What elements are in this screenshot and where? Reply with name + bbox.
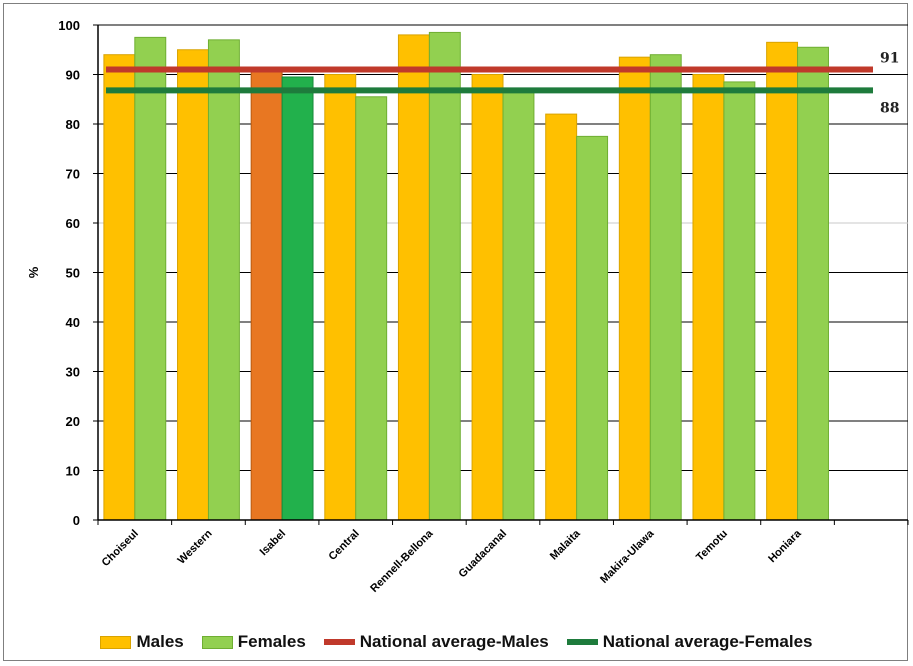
bar-females-isabel (281, 76, 314, 521)
y-tick-label-70: 70 (66, 167, 80, 182)
y-tick-label-0: 0 (73, 513, 80, 528)
x-tick-label-temotu: Temotu (694, 528, 730, 564)
legend-label-national-average-females: National average-Females (602, 632, 813, 651)
bar-males-choiseul (103, 54, 136, 521)
x-tick-label-makira-ulawa: Makira-Ulawa (598, 527, 657, 586)
legend-swatch-national-average-females (566, 639, 598, 645)
bar-females-rennell-bellona (428, 31, 461, 521)
y-axis-label: % (26, 266, 41, 278)
y-tick-label-80: 80 (66, 117, 80, 132)
legend-label-males: Males (136, 632, 184, 651)
y-tick-label-100: 100 (58, 18, 80, 33)
bar-males-central (324, 74, 357, 521)
bar-females-malaita (576, 135, 609, 521)
y-tick-label-10: 10 (66, 464, 80, 479)
bar-males-honiara (766, 41, 799, 521)
legend: Males Females National average-Males Nat… (0, 630, 913, 654)
bar-males-makira-ulawa (618, 56, 651, 521)
y-tick-label-20: 20 (66, 414, 80, 429)
legend-item-national-average-males: National average-Males (323, 632, 549, 652)
legend-swatch-males (100, 635, 132, 649)
x-tick-label-guadacanal: Guadacanal (457, 528, 510, 581)
y-tick-label-90: 90 (66, 68, 80, 83)
x-tick-label-honiara: Honiara (766, 527, 804, 565)
bar-chart: 0 10 20 30 40 50 60 70 80 90 100% 91 88 Choiseul Weste… (26, 18, 909, 595)
bar-females-choiseul (134, 36, 167, 521)
x-tick-label-malaita: Malaita (548, 527, 583, 562)
x-tick-label-rennell-bellona: Rennell-Bellona (368, 527, 436, 595)
bar-females-western (207, 39, 240, 521)
bar-females-central (355, 96, 388, 521)
bar-males-western (177, 49, 209, 521)
x-tick-label-isabel: Isabel (258, 528, 289, 559)
y-tick-label-30: 30 (66, 365, 80, 380)
legend-swatch-females (201, 635, 233, 649)
bar-males-isabel (250, 69, 283, 521)
reference-label-national-average-males: 91 (880, 51, 899, 67)
bar-females-honiara (797, 46, 829, 521)
bar-males-guadacanal (471, 74, 504, 521)
x-tick-label-western: Western (176, 527, 215, 566)
reference-label-national-average-females: 88 (880, 100, 899, 116)
legend-label-females: Females (237, 632, 306, 651)
bar-males-temotu (692, 74, 725, 521)
bar-males-rennell-bellona (397, 34, 430, 521)
legend-swatch-national-average-males (323, 639, 355, 645)
x-tick-label-central: Central (327, 528, 362, 563)
chart-frame (3, 3, 908, 661)
bar-females-temotu (723, 81, 756, 521)
legend-item-females: Females (201, 632, 306, 652)
bar-males-malaita (545, 113, 578, 521)
bar-females-guadacanal (502, 88, 535, 521)
x-tick-label-choiseul: Choiseul (100, 528, 141, 569)
legend-item-males: Males (100, 632, 184, 652)
y-tick-label-60: 60 (66, 216, 80, 231)
y-tick-label-40: 40 (66, 315, 80, 330)
legend-label-national-average-males: National average-Males (359, 632, 549, 651)
y-tick-label-50: 50 (66, 266, 80, 281)
bar-females-makira-ulawa (649, 54, 682, 521)
legend-item-national-average-females: National average-Females (566, 632, 813, 652)
